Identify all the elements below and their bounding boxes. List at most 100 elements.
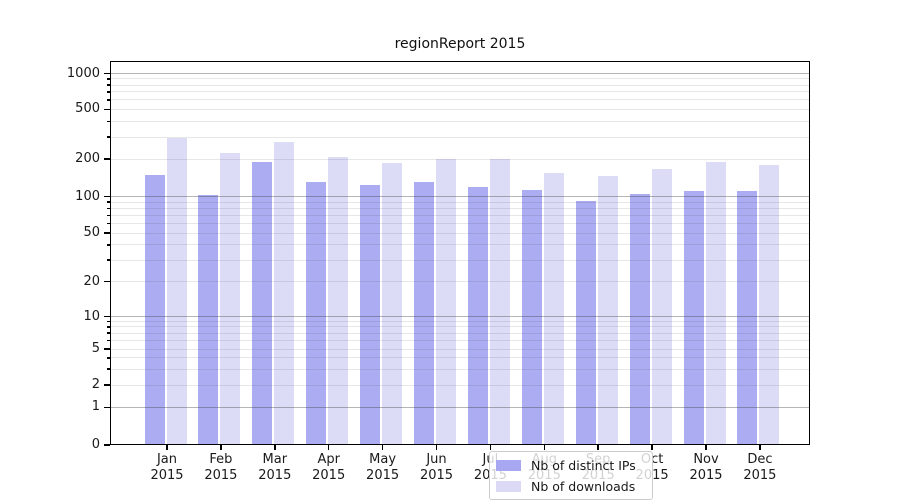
gridline-9 xyxy=(110,320,810,322)
bar-downloads-aug xyxy=(543,172,564,445)
y-tick-label-100: 100 xyxy=(75,188,100,204)
y-tick-label-1: 1 xyxy=(91,399,100,415)
x-tick-feb xyxy=(220,445,222,450)
y-tick-label-50: 50 xyxy=(83,225,100,240)
gridline-200 xyxy=(110,158,810,160)
y-tick-8 xyxy=(106,326,110,328)
x-tick-apr xyxy=(327,445,330,450)
gridline-10 xyxy=(110,316,810,317)
x-tick-dec xyxy=(759,445,761,450)
y-tick-1 xyxy=(104,406,110,409)
gridline-500 xyxy=(110,108,810,110)
x-tick-sep xyxy=(597,445,599,450)
y-tick-400 xyxy=(106,120,110,123)
x-tick-label-nov: Nov 2015 xyxy=(689,452,723,483)
bar-ips-oct xyxy=(629,194,650,445)
gridline-300 xyxy=(110,136,810,138)
y-tick-label-200: 200 xyxy=(75,151,100,166)
bar-downloads-may xyxy=(382,162,403,445)
legend-swatch-distinct-ips xyxy=(496,459,521,471)
gridline-90 xyxy=(110,201,810,203)
gridline-6 xyxy=(110,339,810,341)
bar-ips-dec xyxy=(737,190,758,445)
y-tick-600 xyxy=(106,99,110,101)
y-tick-40 xyxy=(106,244,110,246)
x-tick-oct xyxy=(651,445,653,450)
y-tick-label-5: 5 xyxy=(91,341,100,356)
y-tick-800 xyxy=(106,84,110,86)
y-tick-300 xyxy=(106,136,110,138)
y-tick-500 xyxy=(104,108,110,111)
bar-downloads-feb xyxy=(220,152,241,445)
x-tick-jan xyxy=(166,445,168,450)
gridline-600 xyxy=(110,99,810,101)
y-tick-label-0: 0 xyxy=(91,437,100,452)
bar-downloads-mar xyxy=(274,142,295,445)
y-tick-200 xyxy=(104,158,110,160)
legend: Nb of distinct IPs Nb of downloads xyxy=(489,451,653,500)
y-tick-5 xyxy=(104,348,110,350)
gridline-30 xyxy=(110,259,810,261)
y-tick-label-20: 20 xyxy=(83,273,100,289)
gridline-8 xyxy=(110,326,810,328)
y-tick-10 xyxy=(104,315,110,318)
gridline-80 xyxy=(110,207,810,209)
plot-area: Nb of distinct IPs Nb of downloads xyxy=(110,61,810,500)
x-tick-label-jan: Jan 2015 xyxy=(150,452,184,483)
bar-downloads-jun xyxy=(436,159,456,445)
x-tick-aug xyxy=(543,445,546,450)
gridline-70 xyxy=(110,214,810,216)
bar-downloads-apr xyxy=(328,157,349,445)
legend-entry-distinct-ips: Nb of distinct IPs xyxy=(496,456,646,474)
gridline-800 xyxy=(110,84,810,86)
gridline-7 xyxy=(110,332,810,334)
gridline-50 xyxy=(110,232,810,234)
bar-downloads-sep xyxy=(597,175,618,445)
bar-ips-may xyxy=(360,184,381,445)
y-tick-3 xyxy=(106,368,110,370)
y-tick-1000 xyxy=(104,72,110,75)
bar-ips-sep xyxy=(575,200,596,445)
x-tick-label-feb: Feb 2015 xyxy=(204,452,238,483)
bar-downloads-oct xyxy=(651,169,672,445)
gridline-60 xyxy=(110,222,810,224)
gridline-900 xyxy=(110,78,810,80)
bar-ips-nov xyxy=(683,191,704,445)
y-tick-900 xyxy=(106,78,110,80)
chart-title: regionReport 2015 xyxy=(394,36,526,52)
gridline-4 xyxy=(110,357,810,359)
y-tick-4 xyxy=(106,357,110,359)
bar-downloads-nov xyxy=(705,161,726,445)
gridline-5 xyxy=(110,348,810,350)
gridline-20 xyxy=(110,281,810,283)
y-tick-label-500: 500 xyxy=(75,101,100,117)
y-tick-label-1000: 1000 xyxy=(66,65,100,81)
gridline-40 xyxy=(110,244,810,246)
gridline-400 xyxy=(110,120,810,122)
bar-ips-jun xyxy=(414,181,434,445)
bar-downloads-jan xyxy=(166,137,187,445)
x-tick-jul xyxy=(489,445,492,450)
gridline-1000 xyxy=(110,73,810,74)
bar-ips-apr xyxy=(306,182,327,445)
y-tick-70 xyxy=(106,214,110,217)
y-tick-60 xyxy=(106,222,110,225)
x-tick-label-apr: Apr 2015 xyxy=(312,452,346,483)
y-tick-6 xyxy=(106,339,110,342)
gridline-700 xyxy=(110,91,810,93)
gridline-1 xyxy=(110,406,810,408)
y-tick-90 xyxy=(106,201,110,203)
bar-downloads-dec xyxy=(759,165,780,445)
y-tick-label-10: 10 xyxy=(83,308,100,324)
y-tick-80 xyxy=(106,207,110,210)
legend-label-distinct-ips: Nb of distinct IPs xyxy=(531,457,636,473)
legend-label-downloads: Nb of downloads xyxy=(531,478,636,494)
y-tick-9 xyxy=(106,320,110,323)
bar-ips-aug xyxy=(521,189,542,445)
legend-entry-downloads: Nb of downloads xyxy=(496,477,646,495)
gridline-100 xyxy=(110,196,810,198)
x-tick-label-mar: Mar 2015 xyxy=(258,452,292,483)
bar-downloads-jul xyxy=(489,158,510,445)
x-tick-nov xyxy=(705,445,707,450)
